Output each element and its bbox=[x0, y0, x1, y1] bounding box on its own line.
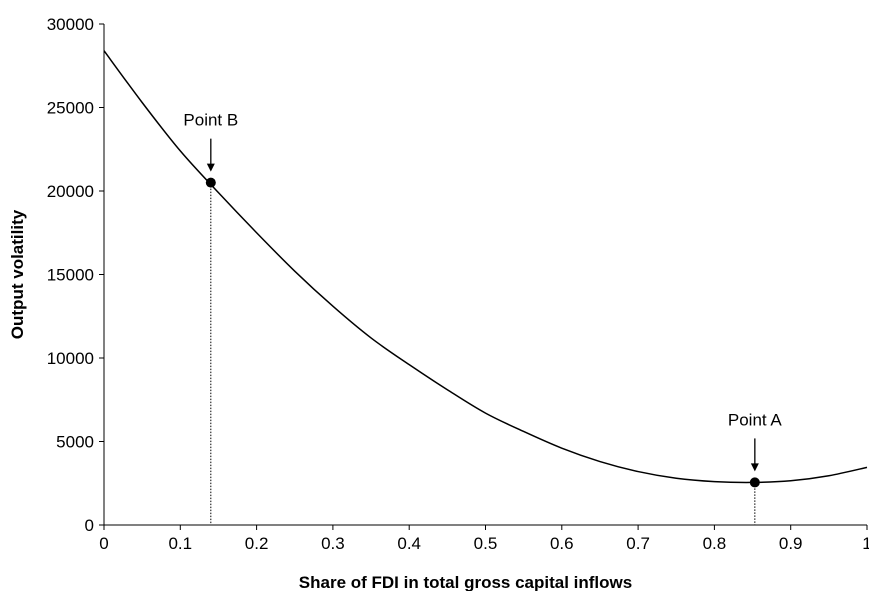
x-tick-label: 0.2 bbox=[245, 534, 269, 553]
point-a-marker bbox=[749, 477, 760, 488]
x-tick-label: 0.9 bbox=[779, 534, 803, 553]
x-tick-label: 0.3 bbox=[321, 534, 345, 553]
x-tick-label: 0.8 bbox=[703, 534, 727, 553]
x-tick-label: 0 bbox=[99, 534, 108, 553]
point-b-marker bbox=[205, 177, 216, 188]
series-line bbox=[103, 50, 868, 484]
x-axis-ticks: 0 0.1 0.2 0.3 0.4 0.5 0.6 0.7 0.8 0.9 1 bbox=[99, 525, 869, 553]
y-tick-label: 20000 bbox=[47, 182, 94, 201]
y-axis-title: Output volatility bbox=[8, 209, 27, 339]
point-b-arrowhead bbox=[206, 163, 215, 172]
y-tick-label: 30000 bbox=[47, 15, 94, 34]
y-tick-label: 10000 bbox=[47, 349, 94, 368]
y-axis-ticks: 0 5000 10000 15000 20000 25000 30000 bbox=[47, 15, 104, 535]
y-tick-label: 25000 bbox=[47, 99, 94, 118]
point-b-label: Point B bbox=[183, 111, 238, 130]
x-axis-title: Share of FDI in total gross capital infl… bbox=[299, 573, 632, 591]
point-markers: Point B Point A bbox=[183, 111, 782, 488]
axes bbox=[103, 24, 867, 526]
x-tick-label: 0.6 bbox=[550, 534, 574, 553]
x-tick-label: 0.1 bbox=[168, 534, 192, 553]
point-a-label: Point A bbox=[728, 410, 783, 429]
x-tick-label: 1 bbox=[862, 534, 869, 553]
drop-lines bbox=[210, 182, 756, 525]
y-tick-label: 5000 bbox=[56, 433, 94, 452]
y-tick-label: 0 bbox=[85, 516, 94, 535]
x-tick-label: 0.7 bbox=[626, 534, 650, 553]
x-tick-label: 0.5 bbox=[474, 534, 498, 553]
y-tick-label: 15000 bbox=[47, 266, 94, 285]
point-a-arrowhead bbox=[750, 463, 759, 472]
x-tick-label: 0.4 bbox=[397, 534, 421, 553]
